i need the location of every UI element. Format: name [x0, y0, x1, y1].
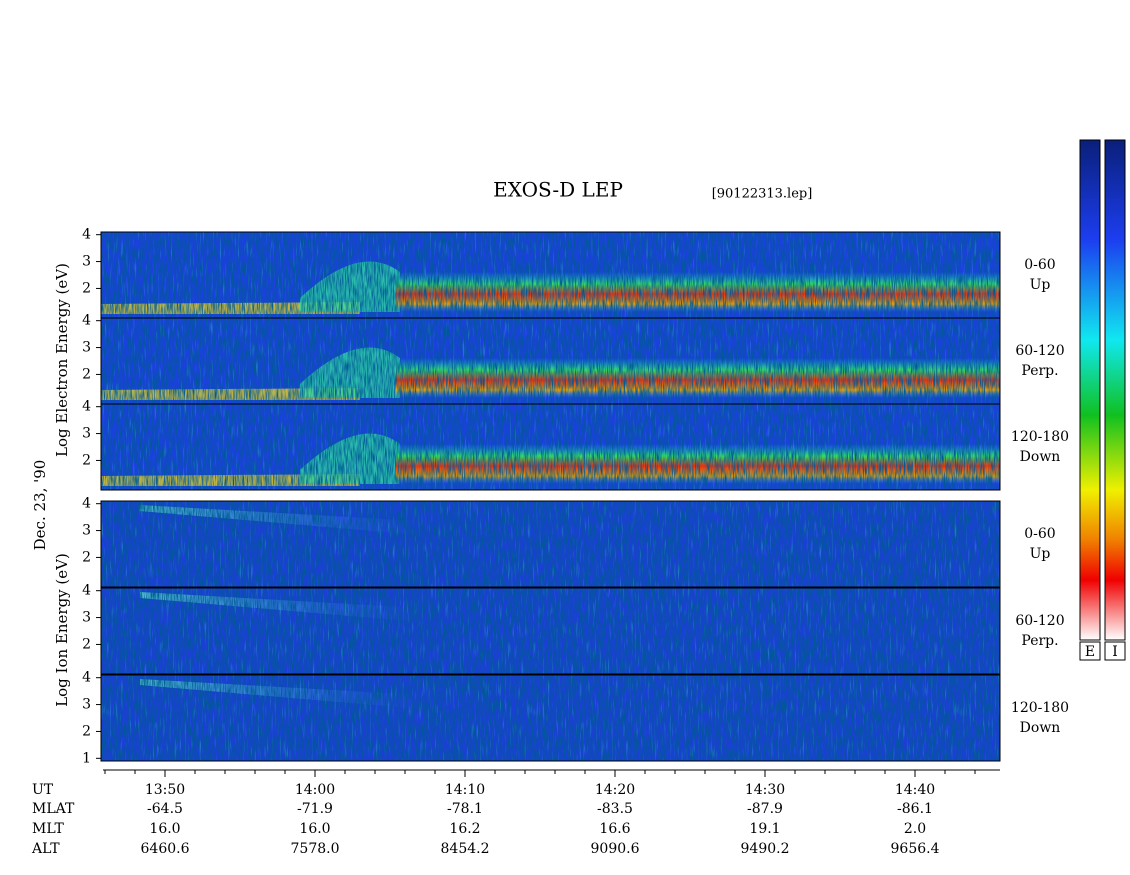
- panel-frame: [100, 587, 1001, 675]
- y-tick-label: 4: [82, 227, 91, 243]
- colorbar-box: [1079, 641, 1101, 661]
- colorbar-label: E: [1085, 644, 1095, 660]
- texture: [101, 675, 1000, 761]
- orbit-value: -71.9: [297, 801, 333, 817]
- orbit-value: 16.0: [149, 821, 180, 837]
- panel-frame: [100, 500, 1001, 588]
- colorbar: [1079, 139, 1101, 641]
- panel-frame: [100, 403, 1001, 491]
- pitch-direction-label: Up: [1030, 277, 1051, 293]
- orbit-value: 16.6: [599, 821, 630, 837]
- date-label: Dec. 23, '90: [31, 460, 49, 551]
- orbit-value: 6460.6: [141, 841, 190, 857]
- y-tick-label: 2: [82, 549, 91, 565]
- orbit-value: 8454.2: [441, 841, 490, 857]
- x-tick-label: 14:20: [595, 782, 635, 798]
- y-tick-label: 3: [82, 523, 91, 539]
- y-tick-label: 3: [82, 610, 91, 626]
- y-tick-label: 3: [82, 697, 91, 713]
- orbit-value: 16.2: [449, 821, 480, 837]
- y-tick-label: 1: [82, 750, 91, 766]
- x-tick-label: 14:30: [745, 782, 785, 798]
- texture: [101, 318, 1000, 404]
- row-label: ALT: [31, 841, 60, 857]
- y-tick-label: 2: [82, 452, 91, 468]
- ion-axis-label: Log Ion Energy (eV): [53, 553, 71, 707]
- orbit-value: -83.5: [597, 801, 633, 817]
- row-label: MLAT: [32, 801, 75, 817]
- colorbar-label: I: [1112, 644, 1118, 660]
- y-tick-label: 4: [82, 496, 91, 512]
- pitch-angle-label: 120-180: [1011, 429, 1069, 445]
- texture: [101, 232, 1000, 318]
- orbit-value: -64.5: [147, 801, 183, 817]
- y-tick-label: 2: [82, 366, 91, 382]
- texture: [101, 501, 1000, 587]
- title: EXOS-D LEP: [493, 178, 623, 202]
- x-tick-label: 13:50: [145, 782, 185, 798]
- x-tick-label: 14:40: [895, 782, 935, 798]
- y-tick-label: 4: [82, 670, 91, 686]
- texture: [101, 404, 1000, 490]
- orbit-value: -78.1: [447, 801, 483, 817]
- x-tick-label: 14:10: [445, 782, 485, 798]
- file-name: [90122313.lep]: [712, 187, 813, 202]
- pitch-direction-label: Down: [1020, 720, 1061, 736]
- colorbar: [1104, 139, 1126, 641]
- orbit-value: 9656.4: [891, 841, 940, 857]
- panel-frame: [100, 674, 1001, 762]
- row-label: MLT: [32, 821, 64, 837]
- orbit-value: -86.1: [897, 801, 933, 817]
- pitch-angle-label: 60-120: [1015, 343, 1064, 359]
- orbit-value: 9490.2: [741, 841, 790, 857]
- orbit-value: 19.1: [749, 821, 780, 837]
- pitch-angle-label: 120-180: [1011, 700, 1069, 716]
- orbit-value: 7578.0: [291, 841, 340, 857]
- orbit-value: -87.9: [747, 801, 783, 817]
- pitch-direction-label: Up: [1030, 546, 1051, 562]
- y-tick-label: 2: [82, 636, 91, 652]
- pitch-direction-label: Down: [1020, 449, 1061, 465]
- y-tick-label: 2: [82, 723, 91, 739]
- y-tick-label: 3: [82, 340, 91, 356]
- pitch-direction-label: Perp.: [1021, 633, 1058, 649]
- pitch-direction-label: Perp.: [1021, 363, 1058, 379]
- row-label: UT: [32, 782, 54, 798]
- y-tick-label: 4: [82, 313, 91, 329]
- orbit-value: 2.0: [904, 821, 926, 837]
- y-tick-label: 3: [82, 254, 91, 270]
- y-tick-label: 4: [82, 399, 91, 415]
- texture: [101, 588, 1000, 674]
- x-tick-label: 14:00: [295, 782, 335, 798]
- orbit-value: 16.0: [299, 821, 330, 837]
- colorbar-box: [1104, 641, 1126, 661]
- pitch-angle-label: 0-60: [1024, 257, 1055, 273]
- pitch-angle-label: 0-60: [1024, 526, 1055, 542]
- y-tick-label: 4: [82, 583, 91, 599]
- orbit-value: 9090.6: [591, 841, 640, 857]
- y-tick-label: 3: [82, 426, 91, 442]
- y-tick-label: 2: [82, 280, 91, 296]
- pitch-angle-label: 60-120: [1015, 613, 1064, 629]
- electron-axis-label: Log Electron Energy (eV): [53, 263, 71, 457]
